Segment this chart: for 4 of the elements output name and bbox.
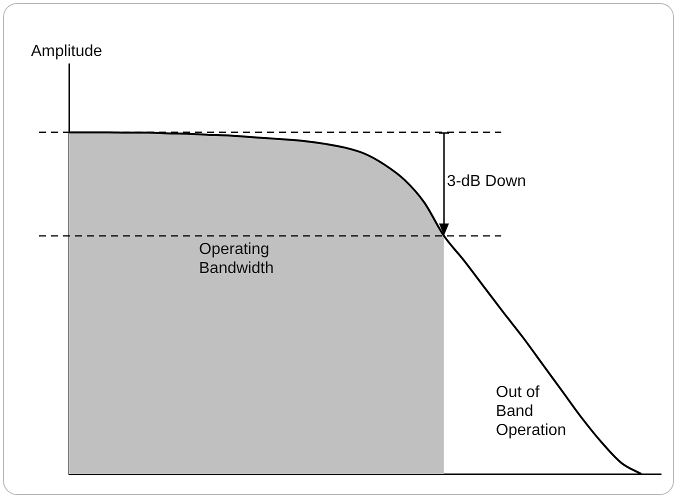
annotation: 3-dB Down xyxy=(446,172,528,192)
y-axis-title: Amplitude xyxy=(31,42,102,61)
annotation: Out of Band Operation xyxy=(496,383,568,440)
annotation: Operating Bandwidth xyxy=(199,240,275,278)
